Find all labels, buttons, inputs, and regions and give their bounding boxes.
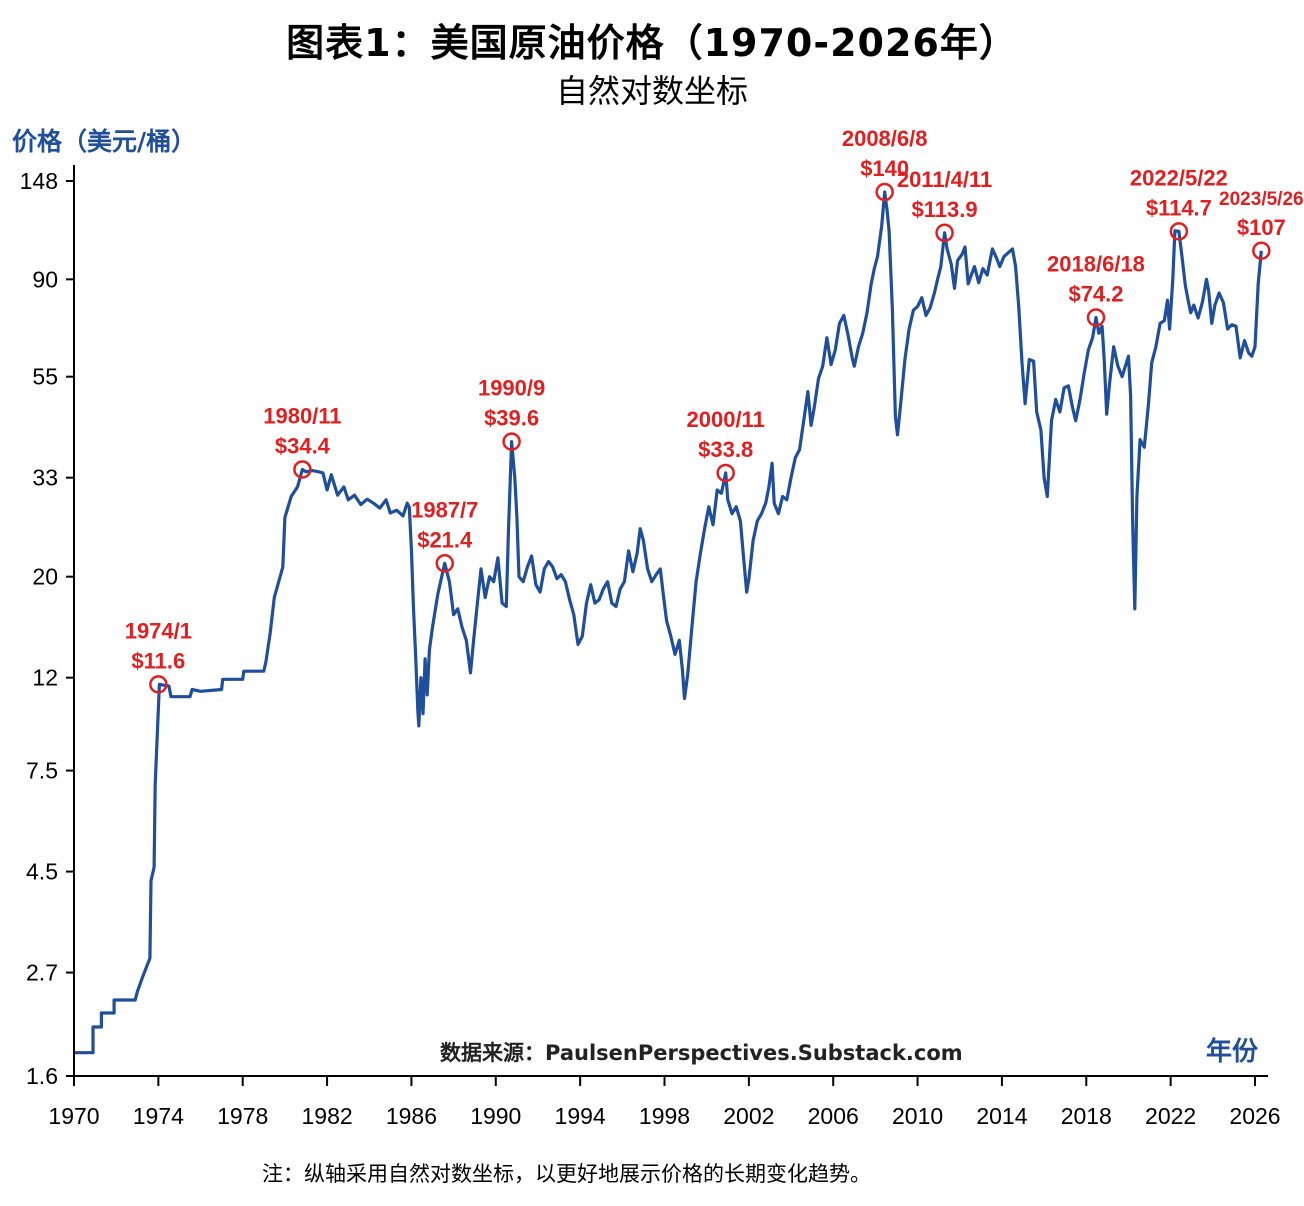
x-tick-label: 2006 — [808, 1103, 859, 1129]
y-tick-label: 33 — [32, 465, 58, 491]
annotation-price: $11.6 — [131, 648, 185, 673]
x-tick-label: 1994 — [555, 1103, 606, 1129]
peak-marker — [1169, 222, 1189, 241]
annotation-price: $21.4 — [417, 527, 473, 552]
peak-marker — [293, 460, 312, 479]
x-tick-label: 2018 — [1061, 1103, 1112, 1129]
peak-marker — [1086, 308, 1106, 327]
annotation-date: 1974/1 — [125, 618, 192, 643]
y-tick-label: 7.5 — [26, 758, 58, 784]
y-tick-label: 55 — [32, 364, 58, 390]
peak-marker — [716, 463, 735, 483]
x-tick-label: 1986 — [386, 1103, 437, 1129]
peak-marker — [435, 554, 454, 573]
annotation-price: $113.9 — [912, 197, 978, 222]
annotation-price: $33.8 — [698, 437, 753, 462]
y-tick-label: 148 — [20, 168, 58, 194]
price-series-line — [74, 190, 1263, 1055]
x-tick-label: 1970 — [48, 1103, 99, 1129]
annotation-date: 2011/4/11 — [897, 167, 992, 192]
x-tick-label: 2026 — [1229, 1103, 1280, 1129]
annotation-date: 1987/7 — [411, 497, 478, 522]
x-tick-label: 2014 — [976, 1103, 1027, 1129]
annotation-price: $74.2 — [1068, 281, 1123, 306]
x-tick-label: 1974 — [133, 1103, 184, 1129]
y-tick-label: 4.5 — [26, 859, 58, 885]
y-tick-label: 12 — [32, 665, 58, 691]
y-tick-label: 2.7 — [26, 960, 58, 986]
y-tick-label: 1.6 — [26, 1063, 58, 1089]
footnote: 注：纵轴采用自然对数坐标，以更好地展示价格的长期变化趋势。 — [262, 1162, 871, 1186]
annotation-date: 2023/5/26 — [1219, 189, 1304, 210]
x-tick-label: 2010 — [892, 1103, 943, 1129]
x-tick-label: 2022 — [1145, 1103, 1196, 1129]
annotation-date: 1990/9 — [478, 376, 545, 401]
chart-subtitle: 自然对数坐标 — [555, 72, 748, 110]
annotation-price: $107 — [1237, 215, 1286, 240]
x-tick-label: 1990 — [470, 1103, 521, 1129]
annotation-price: $114.7 — [1146, 195, 1212, 220]
annotation-date: 2000/11 — [687, 407, 765, 432]
x-tick-label: 2002 — [723, 1103, 774, 1129]
x-tick-label: 1978 — [217, 1103, 268, 1129]
y-tick-label: 90 — [32, 266, 58, 292]
chart-title: 图表1：美国原油价格（1970-2026年） — [286, 21, 1018, 65]
annotation-date: 2008/6/8 — [842, 126, 928, 151]
x-tick-label: 1982 — [301, 1103, 352, 1129]
peak-marker — [1252, 241, 1271, 261]
annotation-price: $34.4 — [275, 433, 331, 458]
annotation-price: $140 — [860, 156, 909, 181]
peak-marker — [149, 675, 168, 694]
source-note: 数据来源：PaulsenPerspectives.Substack.com — [440, 1041, 963, 1065]
peak-marker — [875, 182, 894, 202]
peak-marker — [502, 432, 521, 451]
x-tick-label: 1998 — [639, 1103, 690, 1129]
annotation-date: 2018/6/18 — [1047, 251, 1145, 276]
annotation-date: 2022/5/22 — [1130, 165, 1228, 190]
y-tick-label: 20 — [32, 564, 58, 590]
peak-marker — [935, 223, 954, 243]
y-axis-label: 价格（美元/桶） — [12, 127, 197, 156]
x-axis-label: 年份 — [1206, 1037, 1259, 1067]
annotation-price: $39.6 — [484, 406, 539, 431]
annotation-date: 1980/11 — [263, 403, 341, 428]
